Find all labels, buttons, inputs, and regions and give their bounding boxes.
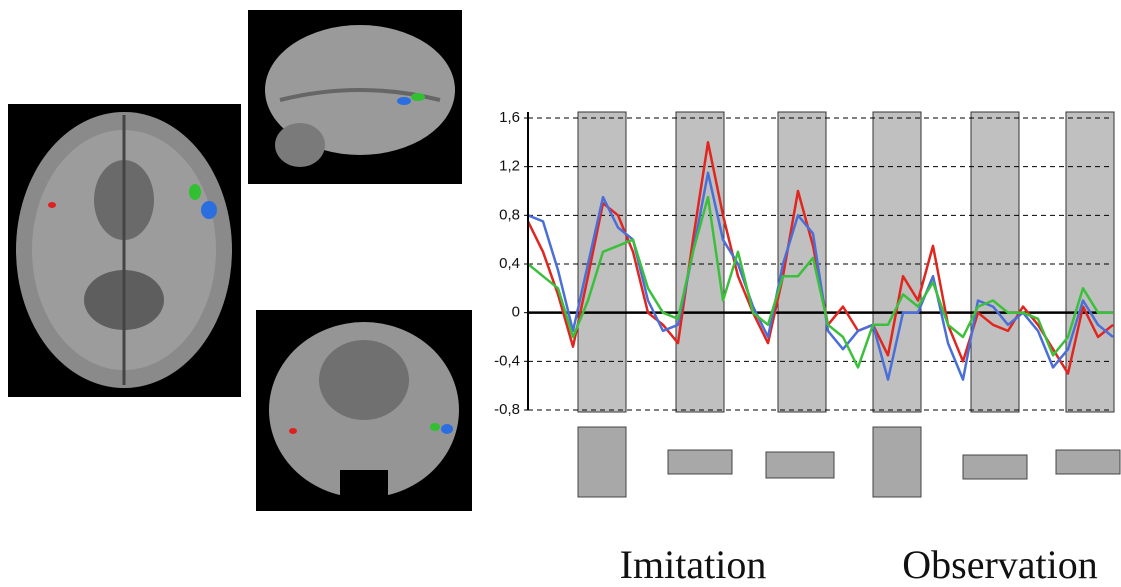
annotation: Observation — [902, 542, 1098, 587]
y-tick-label: -0,8 — [494, 401, 520, 418]
y-tick-label: 1,6 — [499, 109, 520, 126]
y-tick-label: 0,8 — [499, 206, 520, 223]
face-thumbnails — [578, 427, 1120, 497]
y-tick-label: 1,2 — [499, 158, 520, 175]
page: Imitation Observation 1,6 1,2 0,8 0,4 0 -0,4 -… — [0, 0, 1121, 587]
task-blocks — [578, 112, 1114, 412]
y-tick-label: 0,4 — [499, 255, 520, 272]
figure: Imitation Observation 1,6 1,2 0,8 0,4 0 -0,4 -… — [0, 0, 1121, 587]
coronal-brain — [256, 310, 472, 511]
y-tick-label: 0 — [512, 304, 520, 321]
axial-brain — [8, 104, 241, 397]
y-tick-label: -0,4 — [494, 352, 520, 369]
annotation: Imitation — [620, 542, 767, 587]
sagittal-brain — [248, 10, 462, 184]
